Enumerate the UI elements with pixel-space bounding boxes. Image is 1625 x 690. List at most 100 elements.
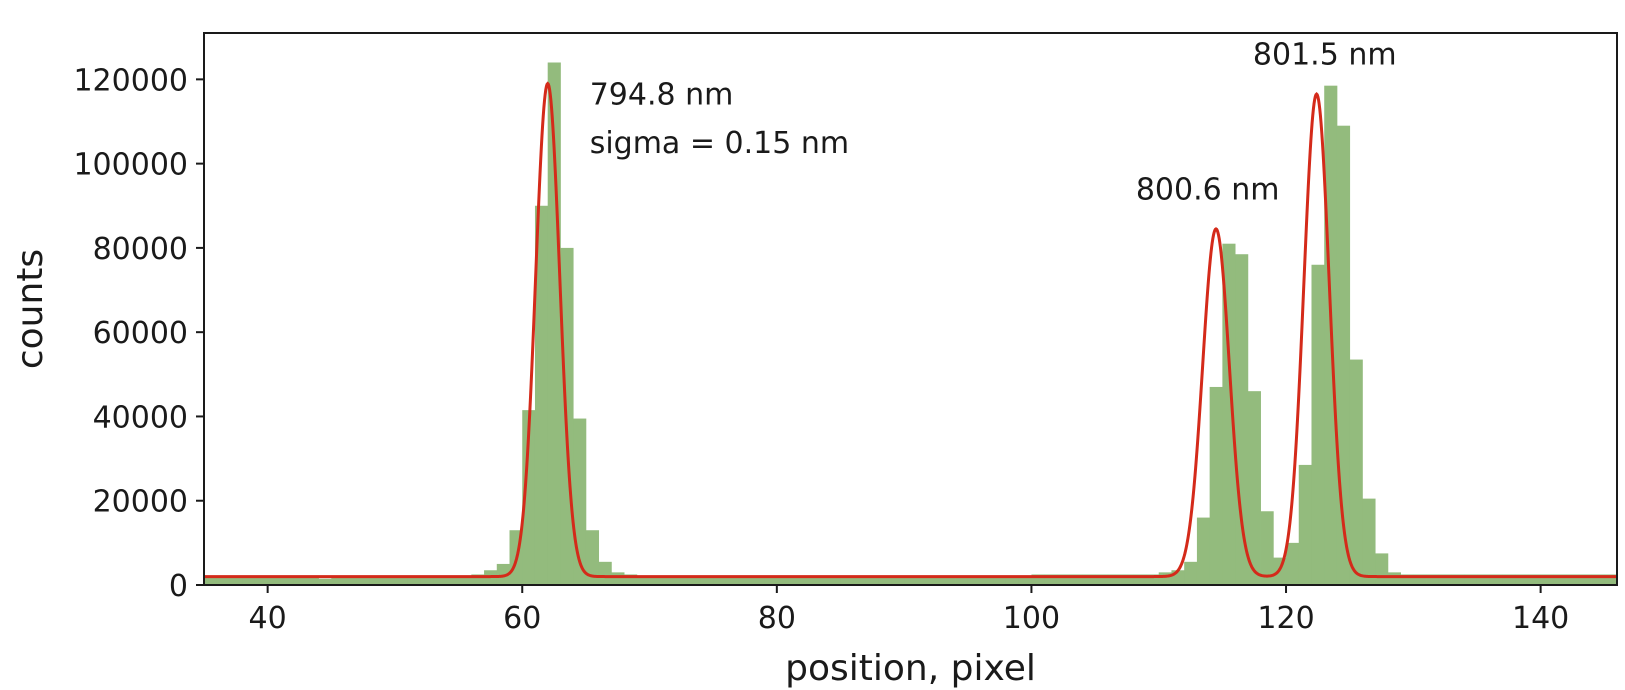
histogram-bar — [1235, 254, 1249, 585]
histogram-bar — [1196, 517, 1211, 585]
histogram-bar — [662, 576, 676, 585]
histogram-bar — [929, 576, 943, 585]
histogram-bar — [1018, 576, 1032, 585]
histogram-bar — [1540, 574, 1554, 585]
histogram-bar — [751, 576, 765, 585]
histogram-bar — [1553, 574, 1567, 585]
histogram-bar — [980, 576, 994, 585]
histogram-bar — [904, 576, 918, 585]
y-tick-label: 40000 — [93, 400, 188, 435]
histogram-bar — [267, 576, 281, 585]
histogram-bar — [1031, 574, 1045, 585]
histogram-bar — [1311, 264, 1325, 585]
plot-frame — [203, 32, 1618, 586]
x-axis-label: position, pixel — [785, 648, 1036, 689]
histogram-bar — [394, 576, 409, 585]
histogram-bar — [1298, 464, 1312, 585]
peak-annotation: 800.6 nm — [1136, 172, 1280, 207]
histogram-bar — [1209, 386, 1223, 585]
histogram-bar — [1426, 574, 1440, 585]
histogram-bar — [229, 576, 243, 585]
histogram-bar — [675, 576, 689, 585]
histogram-bar — [955, 576, 969, 585]
histogram-bar — [1082, 574, 1096, 585]
histogram-bar — [598, 561, 612, 585]
histogram-bar — [1464, 574, 1478, 585]
histogram-bar — [878, 576, 892, 585]
histogram-bar — [216, 576, 230, 585]
histogram-bar — [1336, 125, 1351, 585]
histogram-bar — [891, 576, 905, 585]
x-tick-label: 120 — [1257, 601, 1314, 636]
histogram-bar — [687, 576, 701, 585]
histogram-bar — [344, 576, 358, 585]
histogram-bar — [318, 578, 332, 585]
histogram-bar — [522, 410, 536, 585]
histogram-bar — [585, 530, 600, 585]
y-tick-label: 80000 — [93, 232, 188, 267]
y-axis-label: counts — [10, 249, 51, 369]
y-tick-label: 60000 — [93, 316, 188, 351]
histogram-bar — [1515, 574, 1529, 585]
histogram-bar — [802, 576, 816, 585]
histogram-bar — [293, 576, 307, 585]
histogram-bar — [204, 576, 218, 585]
histogram-bar — [1362, 498, 1376, 585]
x-tick-label: 100 — [1003, 601, 1060, 636]
histogram-bar — [1566, 574, 1580, 585]
x-tick-label: 40 — [249, 601, 287, 636]
histogram-bar — [1184, 561, 1198, 585]
histogram-bar — [153, 577, 166, 585]
histogram-bar — [445, 576, 459, 585]
histogram-bar — [280, 576, 294, 585]
x-axis-ticks: 40 60 80 100 120 140 — [249, 585, 1569, 636]
histogram-bar — [1044, 574, 1058, 585]
histogram-bar — [815, 576, 829, 585]
histogram-bar — [967, 576, 981, 585]
histogram-bar — [700, 576, 714, 585]
histogram-bar — [254, 576, 269, 585]
histogram-bar — [534, 205, 549, 585]
histogram-bar — [942, 576, 956, 585]
histogram-bar — [853, 576, 867, 585]
histogram-bar — [1591, 574, 1605, 585]
histogram-bar — [1056, 574, 1071, 585]
histogram-bar — [1617, 574, 1625, 585]
histogram-bar — [382, 576, 396, 585]
histogram-bar — [1349, 359, 1363, 585]
x-tick-label: 140 — [1512, 601, 1569, 636]
y-tick-label: 0 — [169, 569, 188, 604]
histogram-bar — [764, 576, 778, 585]
histogram-bar — [1005, 576, 1020, 585]
histogram-bars — [140, 62, 1625, 585]
histogram-bar — [1375, 553, 1389, 585]
histogram-bar — [1413, 574, 1427, 585]
histogram-bar — [611, 572, 625, 585]
histogram-bar — [140, 577, 153, 585]
histogram-bar — [636, 576, 650, 585]
peak-annotation: sigma = 0.15 nm — [590, 126, 849, 161]
gaussian-fit-layer — [204, 81, 1617, 579]
histogram-bar — [242, 576, 256, 585]
histogram-bar — [865, 576, 880, 585]
histogram-bar — [1476, 574, 1491, 585]
histogram-bar — [1387, 572, 1401, 585]
y-tick-label: 120000 — [73, 63, 188, 98]
histogram-bar — [369, 576, 383, 585]
y-tick-label: 100000 — [73, 148, 188, 183]
histogram-bar — [420, 576, 434, 585]
histogram-bar — [725, 576, 740, 585]
histogram-bar — [840, 576, 854, 585]
histogram-bar — [471, 574, 485, 585]
histogram-bar — [331, 576, 345, 585]
histogram-bar — [1502, 574, 1516, 585]
histogram-bar — [1527, 574, 1542, 585]
histogram-bar — [827, 576, 841, 585]
histogram-bar — [1107, 574, 1121, 585]
histogram-bar — [916, 576, 930, 585]
histogram-bar — [1146, 574, 1160, 585]
histogram-bar — [1069, 574, 1083, 585]
histogram-bar — [1578, 574, 1592, 585]
fit-curve — [204, 81, 1617, 579]
